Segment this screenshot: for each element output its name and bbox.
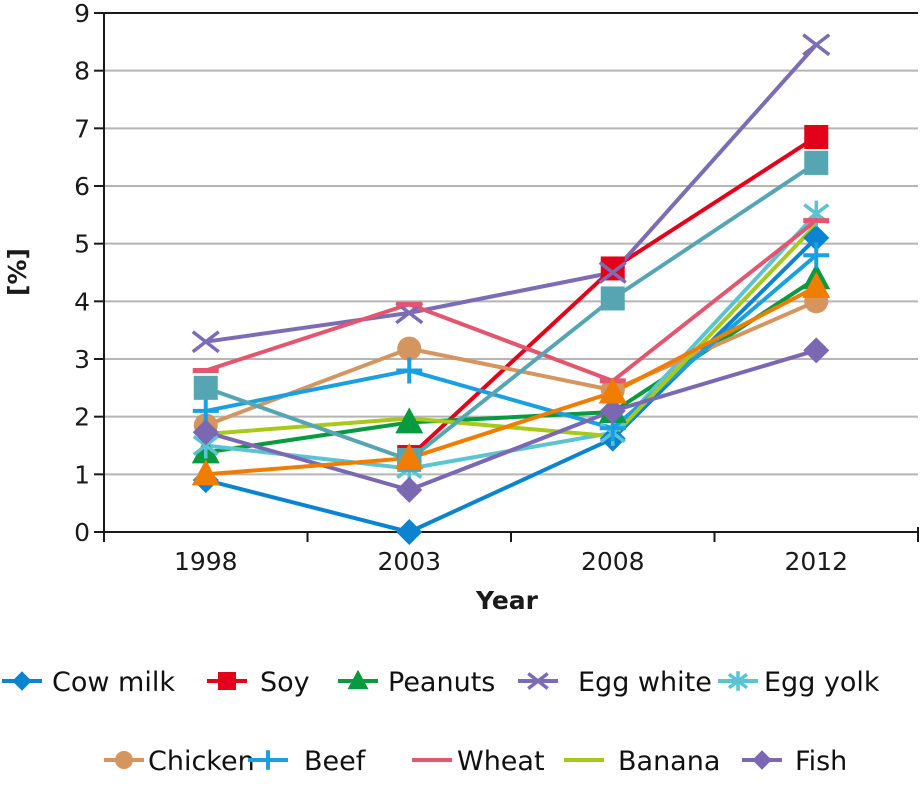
data-point-fish [599, 397, 626, 424]
x-tick-label: 1998 [174, 547, 238, 576]
series-points-egg-white [191, 33, 831, 354]
series-lines [205, 43, 818, 534]
data-point-unlabeled-series-teal-square [804, 150, 829, 175]
series-markers [191, 33, 831, 545]
series-line-chicken [205, 299, 818, 428]
legend-item-wheat: Wheat [412, 746, 545, 777]
legend-marker-icon [527, 672, 549, 690]
data-point-unlabeled-series-teal-square [193, 375, 218, 400]
y-tick-labels: 0 1 2 3 4 5 6 7 8 9 [74, 0, 90, 547]
data-point-fish [192, 419, 219, 446]
data-point-egg-white [598, 261, 627, 284]
y-tick-label: 6 [74, 172, 90, 201]
legend-label: Banana [618, 746, 720, 777]
data-point-beef [396, 357, 423, 384]
legend-label: Egg white [578, 667, 712, 698]
legend-marker-icon [258, 750, 278, 770]
series-points-unlabeled-series-orange-triangle [191, 271, 831, 486]
legend-item-fish: Fish [742, 746, 847, 777]
legend-label: Peanuts [388, 667, 495, 698]
legend-label: Soy [260, 667, 310, 698]
data-point-cow-milk [396, 519, 423, 545]
legend-marker-icon [218, 672, 236, 690]
legend-item-peanuts: Peanuts [338, 667, 495, 698]
data-point-unlabeled-series-orange-triangle [802, 271, 831, 298]
data-point-unlabeled-series-orange-triangle [598, 377, 627, 404]
legend-item-soy: Soy [207, 667, 310, 698]
legend-marker-icon [115, 751, 133, 769]
data-point-fish [396, 476, 423, 503]
legend-label: Egg yolk [764, 667, 880, 698]
x-tick-label: 2003 [377, 547, 441, 576]
legend-item-egg-white: Egg white [518, 667, 712, 698]
data-point-unlabeled-series-orange-triangle [191, 459, 220, 486]
series-points-fish [192, 337, 830, 503]
x-tick-label: 2012 [784, 547, 848, 576]
series-line-unlabeled-series-orange-triangle [205, 285, 818, 477]
data-point-beef [803, 242, 830, 269]
data-point-chicken [397, 336, 422, 361]
legend-label: Fish [795, 746, 847, 777]
legend-marker-icon [727, 671, 749, 691]
y-tick-label: 2 [74, 403, 90, 432]
legend-marker-icon [347, 669, 369, 690]
data-point-unlabeled-series-teal-square [600, 286, 625, 311]
data-point-fish [803, 337, 830, 364]
legend-item-banana: Banana [564, 746, 720, 777]
legend-label: Chicken [148, 746, 255, 777]
legend: Cow milk Soy Peanuts Egg white Egg yolk Chick… [2, 667, 880, 777]
legend-item-egg-yolk: Egg yolk [718, 667, 880, 698]
x-tick-label: 2008 [581, 547, 645, 576]
data-point-unlabeled-series-orange-triangle [395, 443, 424, 470]
series-line-egg-white [205, 43, 818, 344]
legend-marker-icon [752, 750, 772, 770]
series-line-wheat [205, 219, 818, 383]
y-tick-label: 9 [74, 0, 90, 28]
legend-label: Cow milk [52, 667, 175, 698]
y-tick-label: 8 [74, 57, 90, 86]
legend-item-cow-milk: Cow milk [2, 667, 175, 698]
x-axis-title: Year [475, 586, 539, 615]
legend-label: Wheat [457, 746, 545, 777]
data-point-peanuts [395, 407, 424, 434]
y-tick-label: 0 [74, 518, 90, 547]
legend-item-beef: Beef [248, 746, 367, 777]
series-points-cow-milk [192, 224, 830, 545]
series-line-unlabeled-series-teal-square [205, 161, 818, 462]
axes [94, 12, 919, 542]
data-point-egg-white [802, 33, 831, 57]
x-tick-labels: 1998 2003 2008 2012 [174, 547, 848, 576]
y-tick-label: 7 [74, 114, 90, 143]
data-point-cow-milk [803, 224, 830, 251]
legend-label: Beef [304, 746, 367, 777]
legend-marker-icon [12, 671, 32, 691]
y-tick-label: 4 [74, 287, 90, 316]
y-axis-title: [%] [3, 248, 32, 296]
series-line-fish [205, 348, 817, 492]
data-point-egg-white [191, 330, 220, 354]
data-point-soy [804, 124, 829, 149]
y-tick-label: 3 [74, 345, 90, 374]
y-tick-label: 1 [74, 460, 90, 489]
legend-item-chicken: Chicken [104, 746, 255, 777]
y-tick-label: 5 [74, 230, 90, 259]
series-line-cow-milk [205, 236, 818, 534]
